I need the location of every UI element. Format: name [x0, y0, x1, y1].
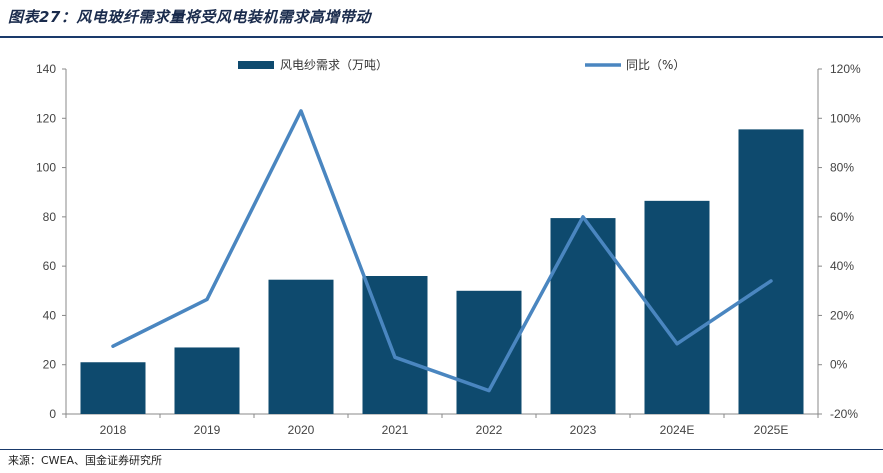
y-right-tick-label: 120%: [830, 62, 861, 76]
bottom-rule: [0, 449, 883, 450]
y-right-tick-label: 40%: [830, 259, 854, 273]
bar: [550, 218, 616, 414]
title-rule: [0, 36, 883, 38]
legend-swatch-bar: [238, 61, 274, 69]
legend-label-bar: 风电纱需求（万吨）: [280, 58, 388, 72]
bar: [644, 200, 710, 414]
y-right-tick-label: 0%: [830, 358, 848, 372]
legend-label-line: 同比（%）: [626, 58, 685, 72]
x-tick-label: 2024E: [660, 423, 695, 437]
series-line-yoy: [111, 109, 773, 393]
x-tick-label: 2021: [382, 423, 409, 437]
line-point: [487, 389, 491, 393]
y-left-tick-label: 60: [43, 259, 57, 273]
y-right-tick-label: 20%: [830, 308, 854, 322]
figure-source: 来源：CWEA、国金证券研究所: [8, 454, 163, 467]
line-point: [769, 279, 773, 283]
y-left-tick-label: 140: [36, 62, 56, 76]
bar: [268, 279, 334, 414]
y-right-tick-label: -20%: [830, 407, 858, 421]
y-right-tick-label: 100%: [830, 111, 861, 125]
bar: [80, 362, 146, 414]
x-tick-label: 2020: [288, 423, 315, 437]
y-left-tick-label: 100: [36, 161, 56, 175]
line-point: [111, 344, 115, 348]
line-point: [393, 355, 397, 359]
x-tick-label: 2022: [476, 423, 503, 437]
y-left-tick-label: 80: [43, 210, 57, 224]
x-tick-label: 2018: [100, 423, 127, 437]
bar: [738, 129, 804, 414]
figure-title: 图表27：风电玻纤需求量将受风电装机需求高增带动: [8, 8, 371, 26]
line-point: [205, 297, 209, 301]
y-right-tick-label: 80%: [830, 161, 854, 175]
y-left-tick-label: 120: [36, 111, 56, 125]
y-left-tick-label: 40: [43, 308, 57, 322]
bar: [456, 290, 522, 414]
bar: [174, 347, 240, 414]
line-point: [581, 215, 585, 219]
line-point: [299, 109, 303, 113]
line-point: [675, 342, 679, 346]
y-left-tick-label: 0: [49, 407, 56, 421]
x-tick-label: 2025E: [754, 423, 789, 437]
x-tick-label: 2023: [570, 423, 597, 437]
y-right-tick-label: 60%: [830, 210, 854, 224]
y-left-tick-label: 20: [43, 358, 57, 372]
chart: 0 20 40 60 80 100 120 140 -20% 0% 20% 40% 60% 80% 100%…: [36, 58, 861, 437]
x-tick-label: 2019: [194, 423, 221, 437]
